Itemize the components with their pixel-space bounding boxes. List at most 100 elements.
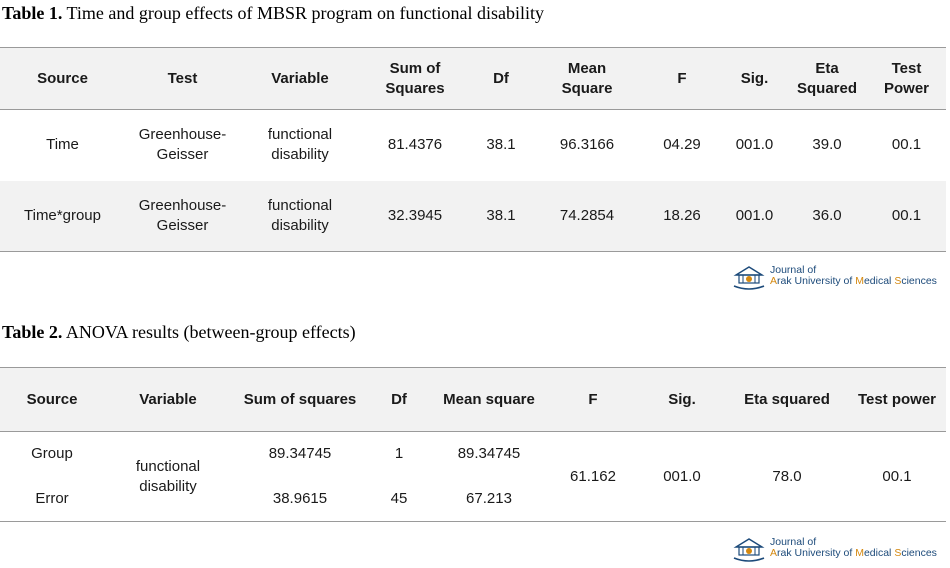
cell-source: Error <box>35 490 69 507</box>
header-f: F <box>642 47 722 110</box>
logo-text-b: rak University of <box>777 547 856 559</box>
cell-f: 61.162 <box>570 467 616 485</box>
table1-header-row: Source Test Variable Sum of Squares Df Me… <box>0 47 946 110</box>
cell-variable-line2: disability <box>139 477 197 495</box>
cell-sig: 001.0 <box>722 180 787 252</box>
header-mean-square-line1: Mean <box>567 59 607 77</box>
logo-letter-m: M <box>855 547 864 559</box>
cell-test-power: 00.1 <box>882 467 912 485</box>
cell-source: Group <box>31 445 73 462</box>
cell-test-line1: Greenhouse- <box>138 196 227 214</box>
cell-test: Greenhouse- Geisser <box>125 110 240 181</box>
cell-test: Greenhouse- Geisser <box>125 180 240 252</box>
cell-test-power: 00.1 <box>891 136 922 154</box>
logo-text-b: rak University of <box>777 275 856 287</box>
header-df: Df <box>368 367 430 432</box>
journal-emblem-icon <box>733 538 765 562</box>
header-test: Test <box>125 47 240 110</box>
header-mean-square: Mean Square <box>532 47 642 110</box>
logo-text-f: ciences <box>901 275 937 287</box>
cell-sum-of-squares: 38.9615 <box>272 490 328 507</box>
header-sum-of-squares: Sum of Squares <box>360 47 470 110</box>
journal-logo-text: Journal of Arak University of Medical Sc… <box>770 537 937 559</box>
cell-variable: functional disability <box>240 180 360 252</box>
cell-eta-squared: 78.0 <box>772 467 802 485</box>
cell-eta-squared: 39.0 <box>812 136 842 154</box>
table2-caption-label: Table 2. <box>2 322 63 342</box>
header-mean-square: Mean square <box>430 367 548 432</box>
table2-caption-text: ANOVA results (between-group effects) <box>62 322 356 342</box>
journal-logo: Journal of Arak University of Medical Sc… <box>732 263 948 293</box>
header-eta-line1: Eta <box>815 59 839 77</box>
cell-mean-square: 96.3166 <box>559 136 615 154</box>
logo-letter-s: S <box>894 275 902 287</box>
cell-sig: 001.0 <box>735 136 774 154</box>
header-mean-square-line2: Square <box>561 79 613 97</box>
cell-eta-squared: 36.0 <box>787 180 867 252</box>
header-source: Source <box>0 47 125 110</box>
cell-test-power: 00.1 <box>867 180 946 252</box>
header-sum-of-squares-line1: Sum of <box>389 59 441 77</box>
table-row: Group functional disability 89.34745 1 89… <box>0 432 946 495</box>
table-row: Time Greenhouse- Geisser functional disabi… <box>0 110 946 181</box>
header-source: Source <box>0 367 104 432</box>
header-eta-squared: Eta squared <box>726 367 848 432</box>
cell-variable-line2: disability <box>271 146 329 164</box>
cell-variable: functional disability <box>240 110 360 181</box>
table1: Source Test Variable Sum of Squares Df Me… <box>0 47 946 252</box>
header-f: F <box>548 367 638 432</box>
header-df: Df <box>470 47 532 110</box>
cell-sig: 001.0 <box>663 467 701 485</box>
journal-logo: Journal of Arak University of Medical Sc… <box>732 535 948 565</box>
logo-letter-a: A <box>770 547 778 559</box>
journal-logo-text: Journal of Arak University of Medical Sc… <box>770 265 937 287</box>
logo-line1: Journal of <box>770 264 817 276</box>
header-variable: Variable <box>104 367 232 432</box>
logo-letter-a: A <box>770 275 778 287</box>
cell-sum-of-squares: 89.34745 <box>268 445 332 462</box>
table1-caption: Table 1. Time and group effects of MBSR … <box>2 3 544 24</box>
logo-line1: Journal of <box>770 536 817 548</box>
header-test-power: Test Power <box>867 47 946 110</box>
cell-f: 04.29 <box>663 136 701 154</box>
logo-text-f: ciences <box>901 547 937 559</box>
table-row: Time*group Greenhouse- Geisser functional… <box>0 180 946 252</box>
header-sig: Sig. <box>722 47 787 110</box>
cell-sum-of-squares: 81.4376 <box>387 136 443 154</box>
header-eta-line2: Squared <box>796 79 857 97</box>
header-variable: Variable <box>240 47 360 110</box>
cell-source: Time <box>46 136 79 154</box>
cell-df: 38.1 <box>470 180 532 252</box>
cell-variable-line1: functional <box>135 457 201 475</box>
cell-variable: functional disability <box>104 432 232 522</box>
logo-letter-m: M <box>855 275 864 287</box>
header-power-line2: Power <box>883 79 929 97</box>
table2: Source Variable Sum of squares Df Mean s… <box>0 367 946 522</box>
logo-letter-s: S <box>894 547 902 559</box>
cell-variable-line1: functional <box>267 196 333 214</box>
cell-df: 1 <box>394 445 404 462</box>
table2-header-row: Source Variable Sum of squares Df Mean s… <box>0 367 946 432</box>
journal-emblem-icon <box>733 266 765 290</box>
header-sum-of-squares: Sum of squares <box>232 367 368 432</box>
cell-source: Time*group <box>0 180 125 252</box>
header-eta-squared: Eta Squared <box>787 47 867 110</box>
cell-df: 45 <box>390 490 408 507</box>
table-row: Error 38.9615 45 67.213 <box>0 477 946 522</box>
cell-mean-square: 74.2854 <box>532 180 642 252</box>
cell-mean-square: 89.34745 <box>457 445 521 462</box>
cell-variable-line2: disability <box>271 216 329 234</box>
cell-mean-square: 67.213 <box>466 490 512 507</box>
table1-caption-label: Table 1. <box>2 3 63 23</box>
cell-df: 38.1 <box>486 136 516 154</box>
logo-text-d: edical <box>863 275 895 287</box>
header-sum-of-squares-line2: Squares <box>385 79 445 97</box>
cell-f: 18.26 <box>642 180 722 252</box>
cell-test-line2: Geisser <box>156 216 209 234</box>
table1-caption-text: Time and group effects of MBSR program o… <box>62 3 544 23</box>
header-test-power: Test power <box>848 367 946 432</box>
cell-test-line2: Geisser <box>156 146 209 164</box>
logo-text-d: edical <box>863 547 895 559</box>
cell-variable-line1: functional <box>267 126 333 144</box>
header-power-line1: Test <box>891 59 922 77</box>
